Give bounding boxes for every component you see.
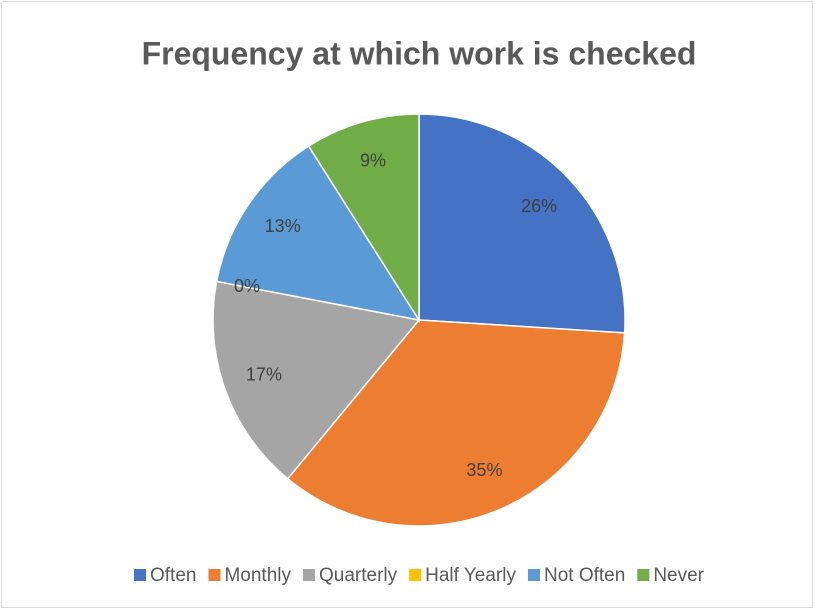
pie-slice	[212, 280, 421, 480]
legend-swatch	[303, 569, 316, 581]
pie-slice	[418, 113, 626, 334]
data-label: 26%	[521, 196, 557, 216]
pie-slice	[215, 145, 421, 322]
legend-label: Monthly	[224, 565, 291, 586]
pie-slice	[307, 113, 420, 323]
legend-label: Never	[653, 565, 704, 586]
legend-label: Half Yearly	[425, 565, 516, 586]
data-label: 35%	[466, 460, 502, 480]
data-label: 17%	[246, 365, 282, 385]
legend-swatch	[527, 569, 540, 581]
legend-label: Quarterly	[319, 565, 398, 586]
data-label: 0%	[234, 276, 260, 296]
data-label: 13%	[265, 216, 301, 236]
legend-label: Often	[150, 565, 196, 586]
pie-slice	[286, 319, 626, 527]
legend-swatch	[409, 569, 422, 581]
data-label: 9%	[360, 150, 386, 170]
chart-title: Frequency at which work is checked	[142, 35, 697, 71]
legend-swatch	[133, 569, 146, 581]
legend-swatch	[208, 569, 221, 581]
legend-label: Not Often	[544, 565, 625, 586]
legend-swatch	[637, 569, 650, 581]
